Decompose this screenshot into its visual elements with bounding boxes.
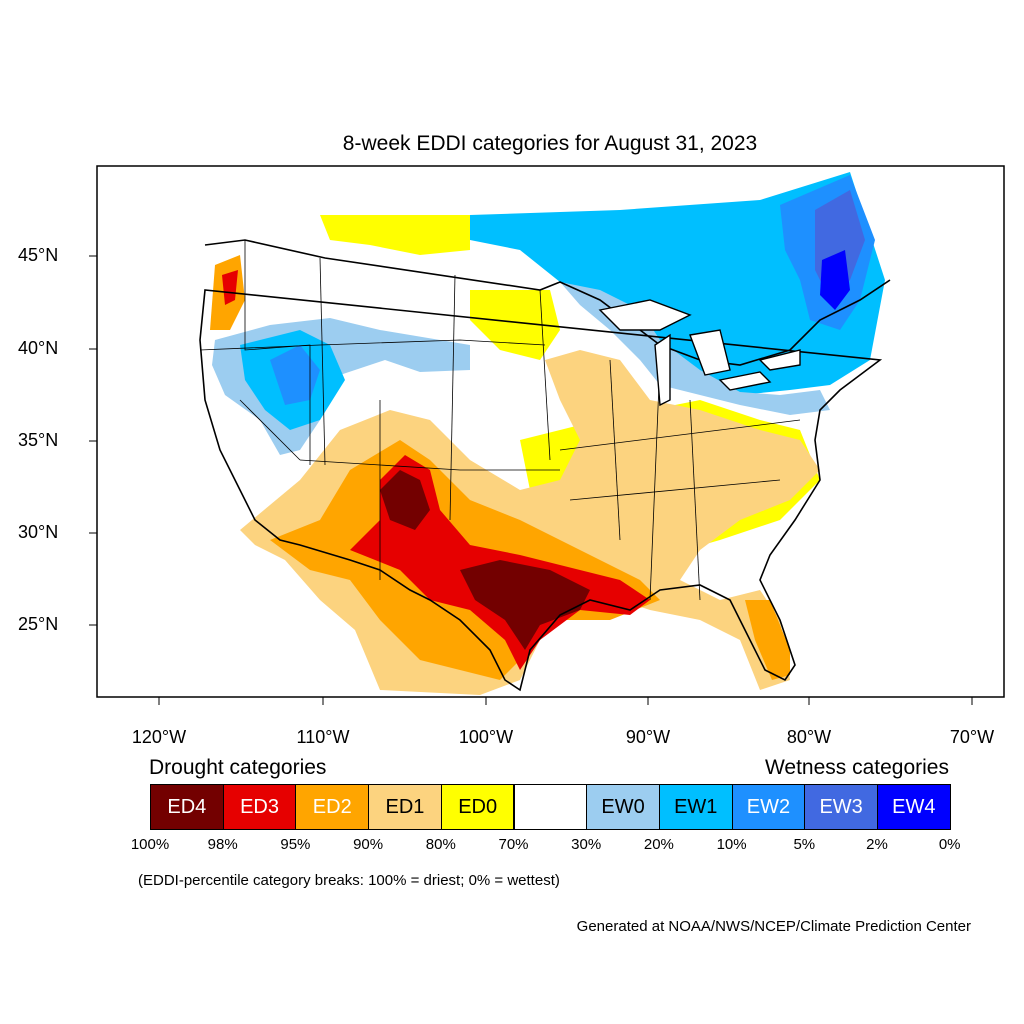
legend-box: ED2	[295, 784, 370, 830]
legend-box	[513, 784, 588, 830]
dry-region-west-coast-ed3	[222, 270, 238, 305]
legend-box: ED0	[440, 784, 515, 830]
legend-box: EW4	[877, 784, 951, 830]
drought-categories-title: Drought categories	[149, 756, 327, 779]
legend-percentile: 98%	[207, 836, 238, 853]
legend-percentile: 80%	[425, 836, 456, 853]
wet-region-ew4	[820, 250, 850, 310]
map-title: 8-week EDDI categories for August 31, 20…	[342, 132, 758, 155]
dry-region-ed0-plains	[470, 290, 560, 360]
legend-percentile: 20%	[643, 836, 674, 853]
lat-label: 30°N	[18, 522, 59, 542]
lat-label: 25°N	[18, 614, 59, 634]
credit-line: Generated at NOAA/NWS/NCEP/Climate Predi…	[576, 918, 971, 935]
lat-label: 35°N	[18, 430, 59, 450]
lon-label: 80°W	[786, 727, 832, 747]
legend-percentile: 90%	[353, 836, 384, 853]
great-lakes	[598, 299, 801, 407]
legend-box: ED1	[368, 784, 442, 830]
category-breaks-note: (EDDI-percentile category breaks: 100% =…	[138, 872, 560, 889]
legend-box: EW1	[658, 784, 733, 830]
legend-box: EW2	[731, 784, 806, 830]
legend-percentile: 0%	[938, 836, 961, 853]
lon-label: 120°W	[131, 727, 187, 747]
wet-region-west-ew2	[270, 345, 320, 405]
legend-percentile: 10%	[716, 836, 747, 853]
lon-label: 70°W	[949, 727, 995, 747]
legend-percentile: 5%	[793, 836, 816, 853]
lat-label: 45°N	[18, 245, 59, 265]
lat-ticks	[89, 255, 97, 626]
map-frame	[96, 165, 1005, 698]
lon-label: 110°W	[296, 727, 350, 747]
state-borders	[199, 240, 801, 601]
legend-percentile: 2%	[866, 836, 888, 853]
legend-box: EW3	[804, 784, 878, 830]
dry-region-florida	[745, 600, 790, 680]
dry-region-ed0-north	[320, 215, 470, 255]
lon-label: 90°W	[625, 727, 671, 747]
lon-ticks	[158, 697, 973, 705]
wet-region-northeast	[470, 172, 885, 395]
legend-percentile: 95%	[280, 836, 311, 853]
legend-box: ED4	[150, 784, 224, 830]
coastline	[199, 239, 891, 692]
dry-region-ed4	[380, 470, 590, 650]
legend-box: ED3	[222, 784, 297, 830]
legend-percentile: 70%	[498, 836, 529, 853]
lat-label: 40°N	[18, 338, 59, 358]
legend-box: EW0	[586, 784, 660, 830]
legend-percentile: 100%	[130, 836, 170, 853]
wetness-categories-title: Wetness categories	[764, 756, 949, 779]
lon-label: 100°W	[458, 727, 514, 747]
legend-percentile: 30%	[571, 836, 602, 853]
